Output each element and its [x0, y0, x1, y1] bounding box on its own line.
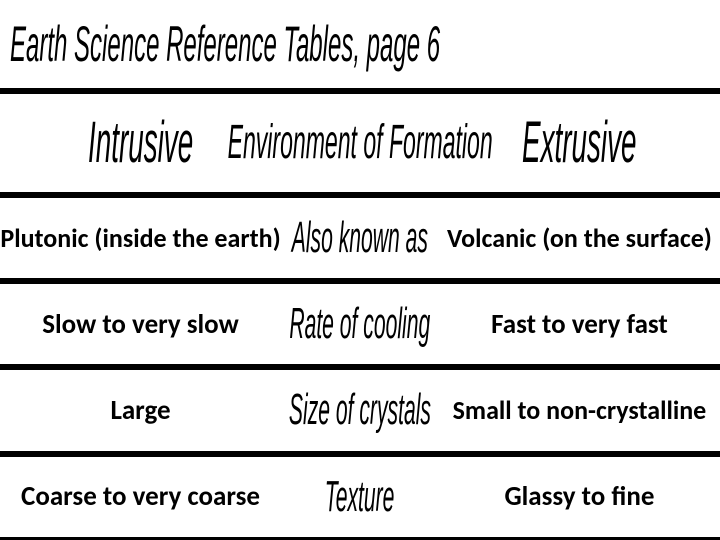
cell-attr: Texture — [275, 457, 445, 537]
title-row: Earth Science Reference Tables, page 6 — [0, 0, 720, 91]
attr-label: Rate of cooling — [290, 299, 431, 349]
attr-label: Also known as — [292, 213, 428, 263]
cell-left: Coarse to very coarse — [6, 457, 275, 537]
cell-left: Large — [6, 370, 275, 450]
row-texture: Coarse to very coarse Texture Glassy to … — [0, 454, 720, 540]
cell-right: Small to non-crystalline — [445, 370, 714, 450]
value-right: Glassy to fine — [504, 480, 654, 513]
cell-right: Fast to very fast — [445, 284, 714, 364]
cell-right: Glassy to fine — [445, 457, 714, 537]
header-left-label: Intrusive — [88, 109, 193, 176]
row-also-known-as: Plutonic (inside the earth) Also known a… — [0, 195, 720, 281]
attr-label: Texture — [325, 472, 395, 522]
cell-attr: Also known as — [275, 198, 445, 278]
value-left: Slow to very slow — [42, 308, 239, 341]
value-left: Large — [110, 394, 170, 427]
comparison-table: Earth Science Reference Tables, page 6 I… — [0, 0, 720, 540]
value-left: Coarse to very coarse — [21, 480, 260, 513]
cell-attr: Size of crystals — [275, 370, 445, 450]
cell-right: Volcanic (on the surface) — [445, 198, 714, 278]
cell-left: Plutonic (inside the earth) — [6, 198, 275, 278]
header-center-label: Environment of Formation — [227, 115, 492, 170]
header-row: Intrusive Environment of Formation Extru… — [0, 91, 720, 194]
value-right: Fast to very fast — [491, 308, 668, 341]
header-right-label: Extrusive — [522, 109, 636, 176]
value-right: Volcanic (on the surface) — [447, 222, 712, 254]
value-right: Small to non-crystalline — [453, 394, 707, 426]
row-size-of-crystals: Large Size of crystals Small to non-crys… — [0, 367, 720, 453]
page-title: Earth Science Reference Tables, page 6 — [10, 15, 440, 73]
cell-attr: Rate of cooling — [275, 284, 445, 364]
cell-left: Slow to very slow — [6, 284, 275, 364]
attr-label: Size of crystals — [289, 385, 431, 435]
value-left: Plutonic (inside the earth) — [0, 222, 280, 254]
header-center-cell: Environment of Formation — [275, 94, 445, 191]
row-rate-of-cooling: Slow to very slow Rate of cooling Fast t… — [0, 281, 720, 367]
